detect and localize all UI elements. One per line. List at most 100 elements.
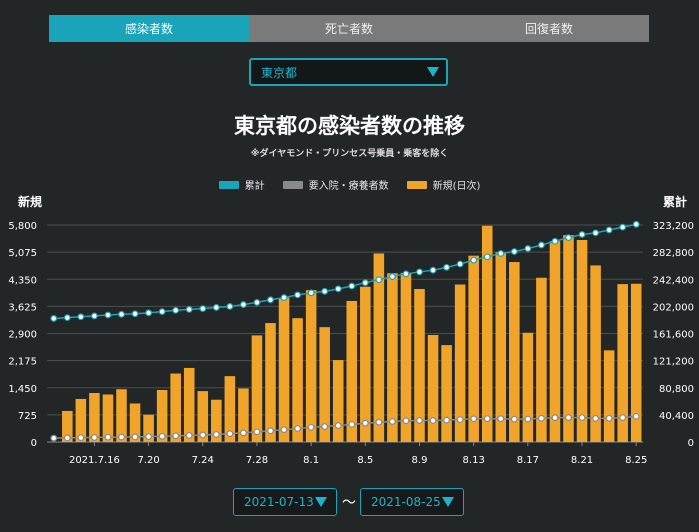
bar-new-cases [630,283,642,442]
x-tick-label: 8.5 [357,455,373,466]
legend-swatch-hospitalized [282,180,303,189]
hospitalized-point [212,431,220,438]
cumulative-point [497,250,505,257]
cumulative-point [456,260,464,268]
cumulative-point [632,220,640,228]
y-tick-label-left: 5,075 [8,248,37,259]
region-select[interactable]: 東京都 [249,58,448,86]
y-tick-label-left: 1,450 [8,384,37,395]
cumulative-point [389,273,396,280]
region-select-value: 東京都 [261,65,298,80]
cumulative-point [294,291,301,299]
cumulative-point [226,303,234,310]
hospitalized-point [443,416,450,424]
y-tick-label-left: 3,625 [8,302,37,313]
cumulative-point [483,253,491,261]
hospitalized-point [334,422,342,429]
hospitalized-point [145,433,152,441]
cumulative-point [199,305,207,312]
y-tick-label-right: 40,400 [659,411,694,422]
hospitalized-point [131,433,139,441]
bar-new-cases [305,290,317,442]
dropdown-arrow-icon [427,67,439,77]
tab-deaths[interactable]: 死亡者数 [249,15,449,42]
hospitalized-point [280,426,288,434]
y-tick-label-right: 323,200 [653,221,694,232]
bar-new-cases [549,241,561,442]
hospitalized-point [118,433,125,441]
bar-new-cases [522,332,534,442]
y-tick-label-left: 725 [18,411,37,422]
y-tick-label-right: 282,800 [653,248,694,259]
cumulative-point [578,231,586,238]
tab-cases[interactable]: 感染者数 [49,15,249,42]
cumulative-line [53,223,637,320]
bar-new-cases [360,286,371,442]
hospitalized-point [267,427,274,435]
hospitalized-point [77,434,85,442]
hospitalized-point [470,415,478,423]
x-tick-label: 7.28 [246,455,268,466]
cumulative-point [443,263,450,271]
cumulative-point [307,289,315,297]
end-date-select[interactable]: 2021-08-25 [360,488,464,516]
hospitalized-point [605,414,613,422]
cumulative-point [565,234,572,242]
cumulative-point [77,313,85,321]
bar-new-cases [563,235,574,442]
x-tick-label: 8.1 [303,455,319,466]
hospitalized-point [158,432,166,440]
start-date-select[interactable]: 2021-07-13 [233,488,337,516]
y-tick-label-right: 202,000 [653,302,694,313]
y-tick-label-left: 0 [31,438,37,449]
date-range-separator: 〜 [342,495,356,511]
x-tick-label: 7.20 [137,455,159,466]
legend-swatch-cumulative [218,180,239,189]
cumulative-point [50,315,58,322]
chart-legend: 累計 要入院・療養者数 新規(日次) [0,177,699,192]
x-tick-label: 2021.7.16 [69,455,120,466]
cumulative-point [551,237,559,245]
legend-item-cumulative[interactable]: 累計 [218,177,265,192]
cumulative-point [253,299,261,306]
hospitalized-point [361,419,369,427]
legend-label-hospitalized: 要入院・療養者数 [308,181,389,192]
legend-label-cumulative: 累計 [244,181,265,192]
y-tick-label-right: 161,600 [653,330,694,341]
bar-new-cases [116,389,127,442]
bar-new-cases [89,392,100,442]
cumulative-point [592,229,599,237]
x-tick-label: 8.13 [463,455,485,466]
bar-new-cases [387,273,398,442]
cumulative-point [321,287,329,295]
bar-new-cases [454,284,466,442]
bar-new-cases [75,398,87,442]
bar-new-cases [590,265,601,442]
bar-new-cases [129,403,141,442]
tab-recovered[interactable]: 回復者数 [449,15,649,42]
bar-new-cases [617,284,628,442]
cumulative-point [280,294,288,301]
hospitalized-point [253,428,261,436]
y-tick-label-left: 2,900 [8,330,37,341]
hospitalized-point [375,418,383,426]
cumulative-point [538,241,545,249]
cumulative-point [212,304,220,311]
hospitalized-point [416,417,423,424]
bar-new-cases [481,225,493,442]
bar-new-cases [292,318,303,442]
cumulative-point [510,248,518,255]
chart-plot: 0 0 725 40,400 1,450 80,800 2,175 121,200 2,900 1… [8,220,694,466]
legend-item-new[interactable]: 新規(日次) [406,177,480,192]
hospitalized-point [524,415,532,423]
bar-new-cases [143,414,154,442]
cumulative-point [145,309,152,317]
hospitalized-point [565,414,572,421]
cumulative-point [361,279,369,287]
right-axis-title: 累計 [663,195,688,209]
hospitalized-point [307,423,315,431]
bar-new-cases [278,297,290,442]
y-tick-label-right: 0 [688,438,694,449]
cumulative-point [524,245,532,252]
legend-item-hospitalized[interactable]: 要入院・療養者数 [282,177,389,192]
